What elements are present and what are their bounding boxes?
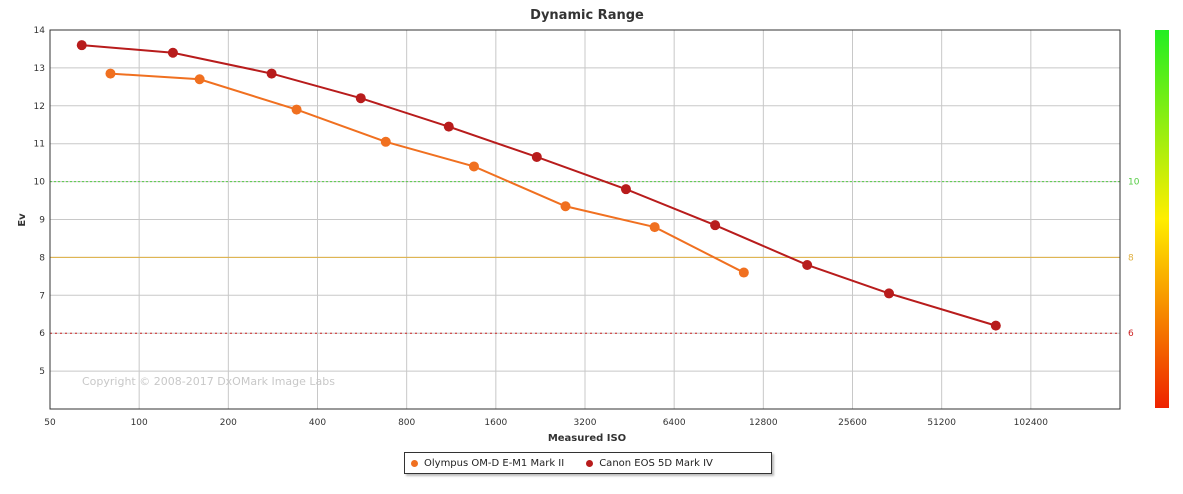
data-point	[266, 68, 277, 79]
y-tick-label: 5	[39, 367, 45, 377]
x-tick-label: 102400	[1014, 418, 1049, 428]
y-axis-label: Ev	[17, 213, 28, 227]
chart-title: Dynamic Range	[530, 8, 644, 23]
legend-marker-icon	[586, 459, 594, 467]
x-tick-label: 800	[398, 418, 415, 428]
reference-line-label: 6	[1128, 329, 1134, 339]
data-point	[649, 222, 660, 233]
y-tick-label: 13	[34, 64, 45, 74]
y-tick-label: 10	[34, 178, 46, 188]
data-point	[560, 201, 571, 212]
data-point	[105, 68, 116, 79]
y-tick-label: 6	[39, 329, 45, 339]
x-tick-label: 1600	[484, 418, 507, 428]
data-point	[620, 184, 631, 195]
x-tick-label: 12800	[749, 418, 778, 428]
reference-line-label: 10	[1128, 178, 1140, 188]
data-point	[443, 121, 454, 132]
data-point	[990, 320, 1001, 331]
y-tick-label: 14	[34, 26, 46, 36]
legend-marker-icon	[411, 459, 418, 467]
legend: Olympus OM-D E-M1 Mark II Canon EOS 5D Ma…	[404, 452, 772, 474]
x-tick-label: 400	[309, 418, 326, 428]
x-tick-label: 25600	[838, 418, 867, 428]
y-tick-label: 11	[34, 140, 45, 150]
data-point	[468, 161, 479, 172]
x-tick-label: 51200	[927, 418, 956, 428]
x-tick-label: 3200	[574, 418, 597, 428]
reference-line-label: 8	[1128, 253, 1134, 263]
color-scale-bar	[1155, 30, 1169, 408]
x-axis-label: Measured ISO	[548, 433, 626, 444]
y-tick-label: 12	[34, 102, 45, 112]
plot-border	[49, 29, 1121, 410]
data-point	[380, 136, 391, 147]
y-tick-label: 9	[39, 216, 45, 226]
series-line	[110, 72, 745, 274]
data-point	[802, 259, 813, 270]
x-tick-label: 100	[131, 418, 148, 428]
data-point	[194, 74, 205, 85]
data-point	[76, 40, 87, 51]
y-tick-label: 7	[39, 291, 45, 301]
data-point	[167, 47, 178, 58]
data-point	[710, 220, 721, 231]
legend-label: Canon EOS 5D Mark IV	[599, 457, 713, 469]
data-point	[291, 104, 302, 115]
y-tick-label: 8	[39, 253, 45, 263]
legend-item[interactable]: Olympus OM-D E-M1 Mark II	[411, 458, 564, 469]
watermark: Copyright © 2008-2017 DxOMark Image Labs	[82, 375, 335, 388]
data-point	[884, 288, 895, 299]
x-tick-label: 50	[44, 418, 56, 428]
legend-item[interactable]: Canon EOS 5D Mark IV	[586, 458, 713, 469]
data-point	[531, 151, 542, 162]
data-point	[738, 267, 749, 278]
legend-label: Olympus OM-D E-M1 Mark II	[424, 457, 565, 469]
data-point	[355, 93, 366, 104]
x-tick-label: 200	[220, 418, 237, 428]
x-tick-label: 6400	[663, 418, 686, 428]
